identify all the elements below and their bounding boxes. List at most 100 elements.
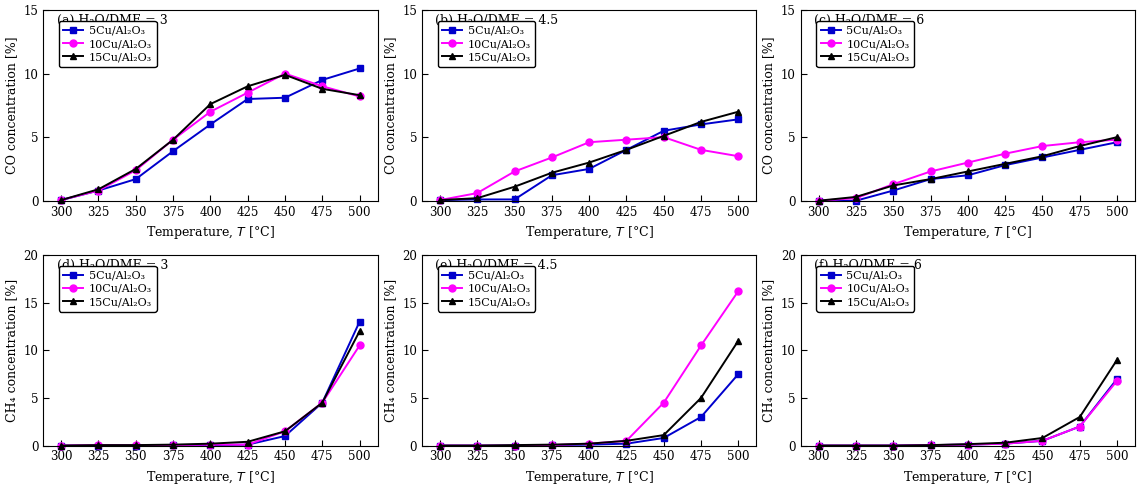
15Cu/Al₂O₃: [91, 186, 105, 192]
5Cu/Al₂O₃: [999, 162, 1012, 168]
Line: 10Cu/Al₂O₃: 10Cu/Al₂O₃: [58, 70, 363, 204]
Line: 15Cu/Al₂O₃: 15Cu/Al₂O₃: [815, 356, 1121, 449]
10Cu/Al₂O₃: [316, 83, 329, 89]
5Cu/Al₂O₃: [241, 442, 254, 448]
5Cu/Al₂O₃: [471, 443, 484, 449]
Text: (b) H₂O/DME = 4.5: (b) H₂O/DME = 4.5: [435, 14, 559, 27]
15Cu/Al₂O₃: [812, 198, 825, 204]
X-axis label: Temperature, $T$ [°C]: Temperature, $T$ [°C]: [904, 469, 1033, 486]
5Cu/Al₂O₃: [91, 443, 105, 449]
10Cu/Al₂O₃: [55, 197, 68, 203]
5Cu/Al₂O₃: [1035, 438, 1049, 444]
10Cu/Al₂O₃: [507, 168, 521, 174]
5Cu/Al₂O₃: [204, 442, 218, 448]
15Cu/Al₂O₃: [507, 442, 521, 448]
5Cu/Al₂O₃: [1073, 424, 1086, 430]
15Cu/Al₂O₃: [471, 195, 484, 201]
15Cu/Al₂O₃: [732, 338, 746, 344]
5Cu/Al₂O₃: [1073, 147, 1086, 153]
Legend: 5Cu/Al₂O₃, 10Cu/Al₂O₃, 15Cu/Al₂O₃: 5Cu/Al₂O₃, 10Cu/Al₂O₃, 15Cu/Al₂O₃: [816, 21, 914, 67]
10Cu/Al₂O₃: [583, 139, 596, 145]
15Cu/Al₂O₃: [961, 168, 975, 174]
10Cu/Al₂O₃: [166, 442, 180, 448]
10Cu/Al₂O₃: [657, 134, 670, 140]
15Cu/Al₂O₃: [583, 160, 596, 165]
5Cu/Al₂O₃: [352, 319, 366, 325]
15Cu/Al₂O₃: [204, 101, 218, 107]
X-axis label: Temperature, $T$ [°C]: Temperature, $T$ [°C]: [146, 224, 275, 241]
10Cu/Al₂O₃: [694, 343, 708, 349]
10Cu/Al₂O₃: [352, 93, 366, 99]
5Cu/Al₂O₃: [278, 433, 292, 439]
Legend: 5Cu/Al₂O₃, 10Cu/Al₂O₃, 15Cu/Al₂O₃: 5Cu/Al₂O₃, 10Cu/Al₂O₃, 15Cu/Al₂O₃: [438, 266, 536, 312]
5Cu/Al₂O₃: [316, 77, 329, 83]
10Cu/Al₂O₃: [471, 443, 484, 449]
10Cu/Al₂O₃: [129, 442, 142, 448]
15Cu/Al₂O₃: [545, 442, 559, 448]
15Cu/Al₂O₃: [694, 395, 708, 401]
15Cu/Al₂O₃: [545, 170, 559, 176]
15Cu/Al₂O₃: [316, 400, 329, 406]
5Cu/Al₂O₃: [55, 443, 68, 449]
15Cu/Al₂O₃: [241, 439, 254, 445]
5Cu/Al₂O₃: [732, 371, 746, 377]
15Cu/Al₂O₃: [1110, 357, 1124, 363]
Text: (d) H₂O/DME = 3: (d) H₂O/DME = 3: [57, 259, 168, 272]
5Cu/Al₂O₃: [545, 172, 559, 178]
5Cu/Al₂O₃: [694, 414, 708, 420]
5Cu/Al₂O₃: [507, 196, 521, 202]
X-axis label: Temperature, $T$ [°C]: Temperature, $T$ [°C]: [904, 224, 1033, 241]
15Cu/Al₂O₃: [352, 92, 366, 98]
5Cu/Al₂O₃: [961, 442, 975, 448]
Legend: 5Cu/Al₂O₃, 10Cu/Al₂O₃, 15Cu/Al₂O₃: 5Cu/Al₂O₃, 10Cu/Al₂O₃, 15Cu/Al₂O₃: [438, 21, 536, 67]
Line: 15Cu/Al₂O₃: 15Cu/Al₂O₃: [58, 71, 363, 204]
15Cu/Al₂O₃: [923, 442, 937, 448]
10Cu/Al₂O₃: [1073, 424, 1086, 430]
15Cu/Al₂O₃: [1073, 414, 1086, 420]
5Cu/Al₂O₃: [91, 188, 105, 193]
15Cu/Al₂O₃: [55, 443, 68, 449]
5Cu/Al₂O₃: [507, 443, 521, 449]
5Cu/Al₂O₃: [1035, 155, 1049, 161]
10Cu/Al₂O₃: [961, 442, 975, 448]
10Cu/Al₂O₃: [923, 442, 937, 448]
10Cu/Al₂O₃: [1110, 378, 1124, 383]
5Cu/Al₂O₃: [812, 443, 825, 449]
Y-axis label: CH₄ concentration [%]: CH₄ concentration [%]: [5, 278, 18, 422]
Line: 5Cu/Al₂O₃: 5Cu/Al₂O₃: [815, 139, 1121, 204]
10Cu/Al₂O₃: [620, 438, 634, 444]
5Cu/Al₂O₃: [204, 121, 218, 127]
15Cu/Al₂O₃: [1035, 153, 1049, 159]
15Cu/Al₂O₃: [433, 197, 447, 203]
Text: (c) H₂O/DME = 6: (c) H₂O/DME = 6: [814, 14, 925, 27]
5Cu/Al₂O₃: [352, 65, 366, 71]
5Cu/Al₂O₃: [583, 166, 596, 172]
10Cu/Al₂O₃: [583, 441, 596, 447]
5Cu/Al₂O₃: [849, 198, 863, 204]
15Cu/Al₂O₃: [166, 136, 180, 142]
10Cu/Al₂O₃: [241, 442, 254, 448]
10Cu/Al₂O₃: [352, 343, 366, 349]
15Cu/Al₂O₃: [1035, 435, 1049, 441]
Line: 5Cu/Al₂O₃: 5Cu/Al₂O₃: [437, 371, 742, 449]
5Cu/Al₂O₃: [316, 400, 329, 406]
Line: 15Cu/Al₂O₃: 15Cu/Al₂O₃: [815, 134, 1121, 204]
15Cu/Al₂O₃: [732, 109, 746, 115]
10Cu/Al₂O₃: [91, 442, 105, 448]
10Cu/Al₂O₃: [812, 443, 825, 449]
Line: 10Cu/Al₂O₃: 10Cu/Al₂O₃: [58, 342, 363, 449]
Text: (a) H₂O/DME = 3: (a) H₂O/DME = 3: [57, 14, 168, 27]
10Cu/Al₂O₃: [433, 443, 447, 449]
10Cu/Al₂O₃: [732, 288, 746, 294]
Line: 15Cu/Al₂O₃: 15Cu/Al₂O₃: [437, 337, 742, 449]
Y-axis label: CO concentration [%]: CO concentration [%]: [5, 36, 18, 174]
10Cu/Al₂O₃: [241, 90, 254, 96]
15Cu/Al₂O₃: [204, 441, 218, 447]
Line: 10Cu/Al₂O₃: 10Cu/Al₂O₃: [815, 377, 1121, 449]
10Cu/Al₂O₃: [204, 442, 218, 448]
15Cu/Al₂O₃: [849, 443, 863, 449]
15Cu/Al₂O₃: [620, 438, 634, 444]
Line: 5Cu/Al₂O₃: 5Cu/Al₂O₃: [58, 318, 363, 449]
15Cu/Al₂O₃: [129, 166, 142, 172]
15Cu/Al₂O₃: [1110, 134, 1124, 140]
